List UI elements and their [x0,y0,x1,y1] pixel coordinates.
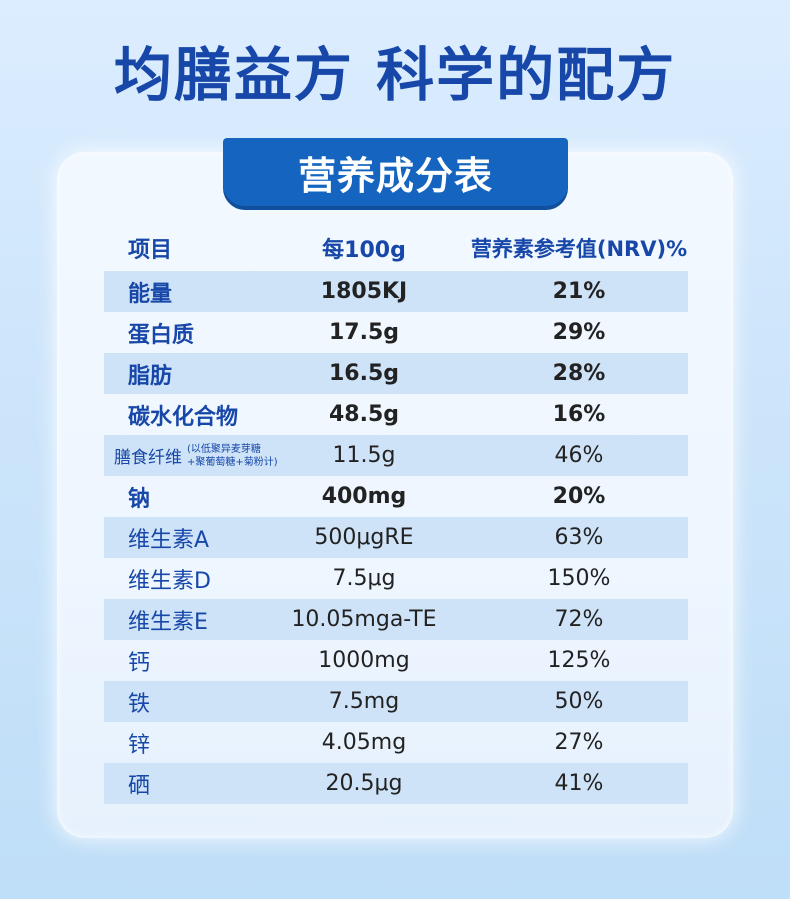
per-100g-value: 1805KJ [320,279,408,304]
page-headline: 均膳益方 科学的配方 [113,41,677,109]
table-row: 维生素E 10.05mga-TE 72% [104,599,688,640]
per-100g-value: 1000mg [318,648,410,673]
nutrient-name: 维生素A [128,527,210,553]
nutrient-name: 碳水化合物 [128,404,239,430]
nrv-value: 27% [554,730,604,755]
nrv-value: 21% [552,279,606,304]
per-100g-value: 11.5g [332,443,396,468]
header-nrv: 营养素参考值(NRV)% [470,237,688,261]
per-100g-value: 400mg [321,484,407,509]
nutrient-name: 铁 [128,691,151,717]
nutrition-panel [57,152,733,838]
nutrition-table-body: 能量 1805KJ 21% 蛋白质 17.5g 29% 脂肪 16.5g 28% 碳水化合物 48.… [104,271,688,804]
nrv-value: 63% [554,525,604,550]
nrv-value: 150% [547,566,611,591]
table-row: 钙 1000mg 125% [104,640,688,681]
table-row: 脂肪 16.5g 28% [104,353,688,394]
table-row: 能量 1805KJ 21% [104,271,688,312]
nutrient-name: 硒 [128,773,151,799]
nutrient-name: 锌 [128,732,151,758]
table-row: 铁 7.5mg 50% [104,681,688,722]
table-row: 维生素D 7.5μg 150% [104,558,688,599]
per-100g-value: 7.5mg [328,689,400,714]
nrv-value: 29% [552,320,606,345]
table-header-row: 项目 每100g 营养素参考值(NRV)% [104,228,688,268]
nrv-value: 50% [554,689,604,714]
per-100g-value: 4.05mg [321,730,407,755]
header-per-100g: 每100g [322,238,406,263]
per-100g-value: 20.5μg [325,771,403,796]
header-item: 项目 [128,238,173,263]
nrv-value: 41% [554,771,604,796]
nrv-value: 46% [554,443,604,468]
nrv-value: 16% [552,402,606,427]
per-100g-value: 10.05mga-TE [291,607,437,632]
per-100g-value: 7.5μg [332,566,396,591]
nutrient-name: 膳食纤维 (以低聚异麦芽糖 +聚葡萄糖+菊粉计) [114,435,278,476]
nrv-value: 20% [552,484,606,509]
per-100g-value: 500μgRE [314,525,414,550]
nutrient-name: 脂肪 [128,363,173,389]
per-100g-value: 16.5g [328,361,400,386]
nutrient-name: 维生素E [128,609,208,635]
nrv-value: 28% [552,361,606,386]
table-row: 钠 400mg 20% [104,476,688,517]
table-row: 膳食纤维 (以低聚异麦芽糖 +聚葡萄糖+菊粉计) 11.5g 46% [104,435,688,476]
table-row: 硒 20.5μg 41% [104,763,688,804]
nutrient-name-label: 膳食纤维 [114,448,182,468]
per-100g-value: 17.5g [328,320,400,345]
nrv-value: 125% [547,648,611,673]
nutrition-table-title: 营养成分表 [223,138,568,206]
nutrient-name: 能量 [128,281,173,307]
nutrient-note-line: (以低聚异麦芽糖 [187,443,261,455]
nutrient-name: 钠 [128,486,151,512]
nutrient-name: 蛋白质 [128,322,195,348]
per-100g-value: 48.5g [328,402,400,427]
table-row: 锌 4.05mg 27% [104,722,688,763]
table-row: 蛋白质 17.5g 29% [104,312,688,353]
table-row: 维生素A 500μgRE 63% [104,517,688,558]
nutrient-note-line: +聚葡萄糖+菊粉计) [187,456,278,468]
table-row: 碳水化合物 48.5g 16% [104,394,688,435]
nrv-value: 72% [554,607,604,632]
nutrient-note: (以低聚异麦芽糖 +聚葡萄糖+菊粉计) [187,443,278,469]
nutrient-name: 钙 [128,650,151,676]
nutrient-name: 维生素D [128,568,211,594]
